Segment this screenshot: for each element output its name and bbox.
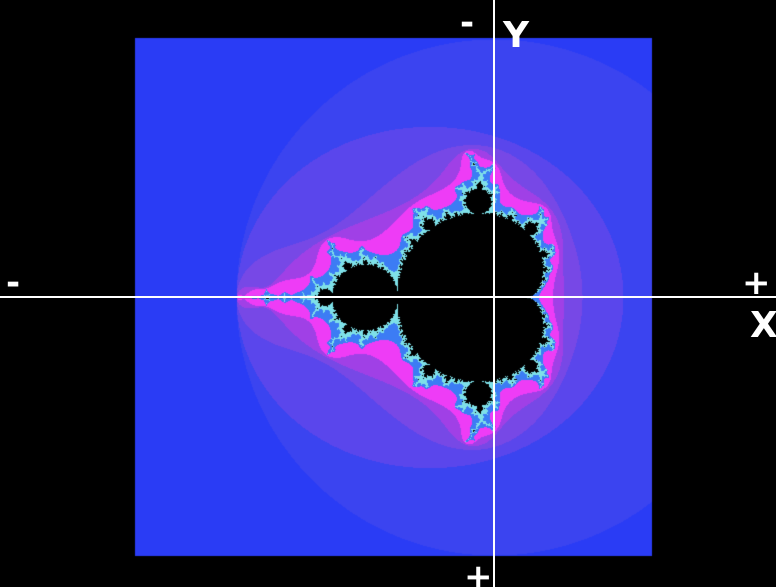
x-axis-negative-sign: - [6, 263, 21, 303]
x-axis-label: X [750, 305, 776, 346]
x-axis-positive-sign: + [742, 263, 771, 303]
y-axis-label: Y [503, 15, 530, 56]
y-axis-negative-sign: - [460, 3, 475, 43]
y-axis-positive-sign: + [464, 557, 493, 587]
